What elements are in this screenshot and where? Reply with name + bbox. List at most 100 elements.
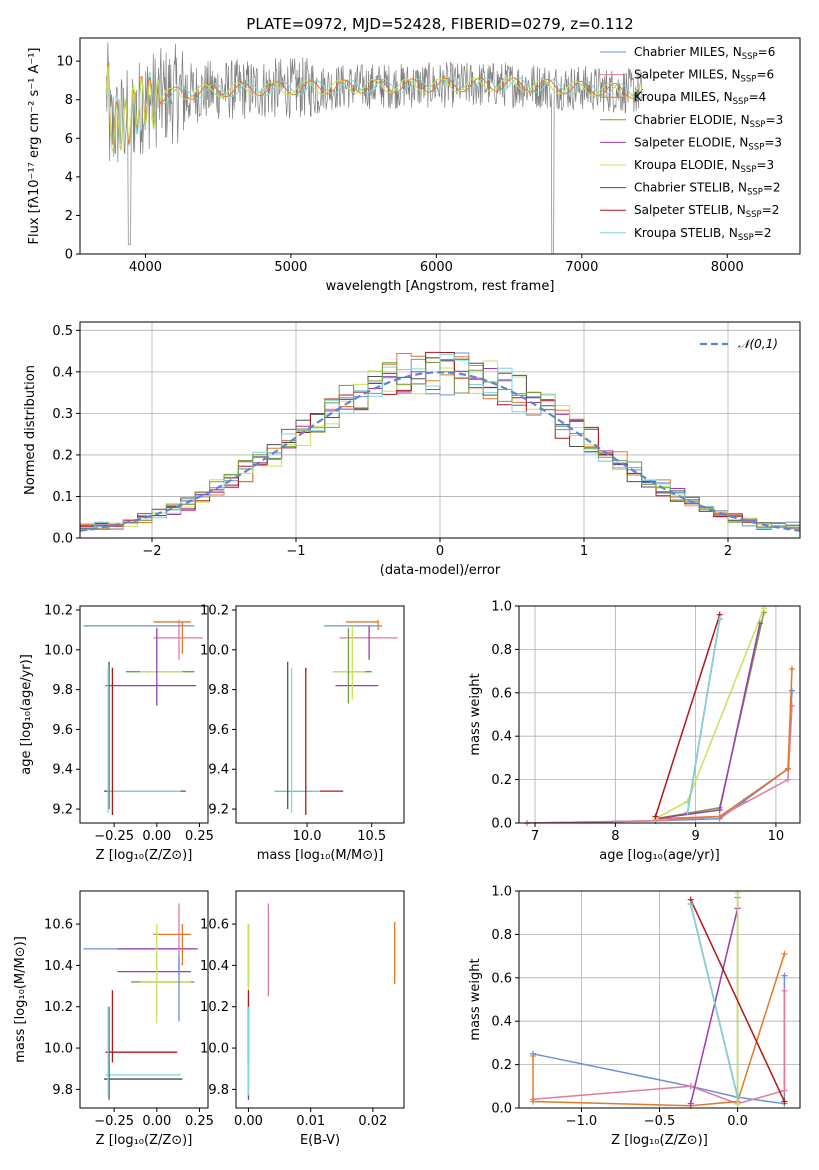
y-tick-label: 10.2 <box>44 603 73 618</box>
histogram-step <box>80 352 800 530</box>
y-tick-label: 0.1 <box>52 490 73 505</box>
x-axis-label: wavelength [Angstrom, rest frame] <box>326 279 555 294</box>
weight-point <box>716 806 723 813</box>
legend-value: =3 <box>764 135 782 149</box>
y-tick-label: 10.2 <box>44 1000 73 1015</box>
legend-value: =2 <box>762 203 780 217</box>
x-tick-label: 0.0 <box>727 1114 748 1129</box>
legend-label: Salpeter ELODIE, NSSP=3 <box>634 135 782 152</box>
weight-point <box>788 687 795 694</box>
weight-vs-age-panel: 7 8 9 10 0.0 0.2 0.4 0.6 0.8 1.0 age [log₁₀(age/yr… <box>468 600 801 863</box>
y-tick-label: 1.0 <box>491 885 512 900</box>
x-tick-label: 0.25 <box>185 829 214 844</box>
legend-label: Salpeter MILES, NSSP=6 <box>634 68 774 85</box>
y-tick-label: 0.8 <box>491 928 512 943</box>
y-tick-label: 9.6 <box>52 723 73 738</box>
spectrum-model-line <box>105 65 644 152</box>
y-axis-label: Flux [fλ10⁻¹⁷ erg cm⁻² s⁻¹ A⁻¹] <box>27 48 42 245</box>
age-vs-mass-panel: 10.0 10.5 9.2 9.4 9.6 9.8 10.0 10.2 mass [log₁₀(… <box>200 603 405 863</box>
legend-subscript: SSP <box>747 188 763 198</box>
x-axis-label: mass [log₁₀(M/M⊙)] <box>257 848 384 863</box>
weight-line <box>689 908 739 1104</box>
y-tick-label: 0.6 <box>491 686 512 701</box>
weight-point <box>734 1100 741 1107</box>
y-tick-label: 0.2 <box>491 773 512 788</box>
y-tick-label: 10 <box>56 55 73 70</box>
y-tick-label: 10.6 <box>200 918 229 933</box>
legend-subscript: SSP <box>742 52 758 62</box>
legend-label: Kroupa STELIB, NSSP=2 <box>634 226 772 243</box>
y-tick-label: 9.8 <box>52 1083 73 1098</box>
x-tick-label: 5000 <box>274 260 307 275</box>
y-tick-label: 0.6 <box>491 971 512 986</box>
x-tick-label: −0.25 <box>94 1114 134 1129</box>
axes-frame <box>79 321 801 539</box>
y-axis-label: Normed distribution <box>23 365 38 495</box>
weight-line <box>689 903 739 1098</box>
y-axis-label: mass weight <box>468 958 483 1040</box>
residual-histogram-panel: −2 −1 0 1 2 0.0 0.1 0.2 0.3 0.4 0.5 (data-model)/er… <box>23 321 801 578</box>
weight-line <box>655 612 765 820</box>
weight-point <box>781 1098 788 1105</box>
histogram-step <box>80 351 800 528</box>
weight-point <box>687 1100 694 1107</box>
y-tick-label: 10.4 <box>44 959 73 974</box>
weight-point <box>530 1052 537 1059</box>
y-tick-label: 4 <box>65 170 73 185</box>
weight-point <box>734 1094 741 1101</box>
weight-point <box>716 616 723 623</box>
legend-subscript: SSP <box>741 75 757 85</box>
x-tick-label: 2 <box>724 544 732 559</box>
y-tick-label: 2 <box>65 209 73 224</box>
legend-subscript: SSP <box>748 142 764 152</box>
y-tick-label: 10.0 <box>44 643 73 658</box>
weight-line <box>655 668 793 820</box>
x-tick-label: 8000 <box>711 260 744 275</box>
y-axis-label: mass weight <box>468 673 483 755</box>
x-tick-label: 0.00 <box>142 829 171 844</box>
y-tick-label: 0.2 <box>491 1058 512 1073</box>
y-tick-label: 10.0 <box>200 1042 229 1057</box>
x-axis-label: Z [log₁₀(Z/Z⊙)] <box>96 1133 193 1148</box>
legend-value: =3 <box>756 158 774 172</box>
weight-point <box>687 901 694 908</box>
axes-frame <box>235 890 405 1109</box>
x-axis-label: (data-model)/error <box>380 563 501 578</box>
x-tick-label: −2 <box>142 544 161 559</box>
spectrum-data-line <box>105 42 643 254</box>
y-tick-label: 9.2 <box>208 803 229 818</box>
x-tick-label: 4000 <box>129 260 162 275</box>
weight-point <box>652 813 659 820</box>
axes-frame <box>79 890 209 1109</box>
weight-point <box>784 776 791 783</box>
y-tick-label: 1.0 <box>491 600 512 615</box>
y-axis-label: age [log₁₀(age/yr)] <box>19 654 34 775</box>
x-axis-label: Z [log₁₀(Z/Z⊙)] <box>611 1133 708 1148</box>
y-tick-label: 9.8 <box>208 683 229 698</box>
weight-line <box>655 607 765 820</box>
y-tick-label: 10.2 <box>200 603 229 618</box>
histogram-step <box>80 362 800 531</box>
weight-line <box>532 975 786 1105</box>
y-tick-label: 0.0 <box>491 1102 512 1117</box>
weight-line <box>532 990 786 1105</box>
legend-label: Kroupa MILES, NSSP=4 <box>634 90 766 107</box>
x-tick-label: 0.25 <box>185 1114 214 1129</box>
legend-subscript: SSP <box>750 120 766 130</box>
spectrum-model-line <box>105 62 644 150</box>
legend-value: =2 <box>763 181 781 195</box>
x-tick-label: 7 <box>531 829 539 844</box>
axes-frame <box>518 605 801 824</box>
x-tick-label: 0.02 <box>358 1114 387 1129</box>
x-tick-label: 0.00 <box>142 1114 171 1129</box>
legend-label: Chabrier MILES, NSSP=6 <box>634 45 775 62</box>
weight-point <box>781 950 788 957</box>
legend-label: Chabrier ELODIE, NSSP=3 <box>634 113 783 130</box>
x-tick-label: −1.0 <box>566 1114 598 1129</box>
x-axis-label: E(B-V) <box>300 1133 340 1148</box>
legend-label: Chabrier STELIB, NSSP=2 <box>634 181 781 198</box>
axes-frame <box>518 890 801 1109</box>
x-axis-label: Z [log₁₀(Z/Z⊙)] <box>96 848 193 863</box>
x-tick-label: 10.0 <box>293 829 322 844</box>
